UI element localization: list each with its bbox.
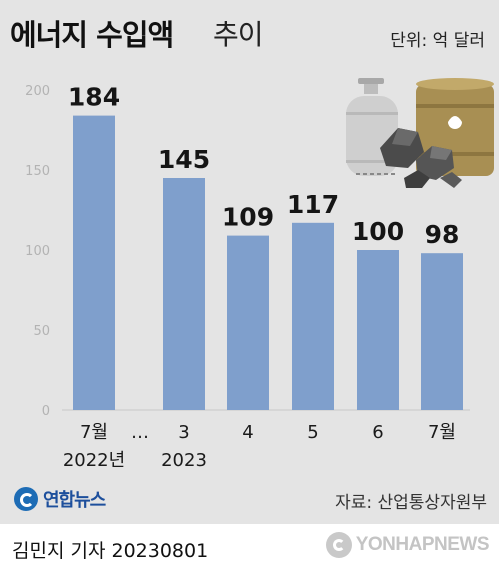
bar-value-label: 100 <box>352 217 404 246</box>
x-year-label: 2022년 <box>63 450 125 471</box>
y-tick-label: 200 <box>25 84 50 99</box>
x-category-label: 7월 <box>428 422 456 443</box>
x-category-label: 5 <box>307 422 318 443</box>
x-category-label: 7월 <box>80 422 108 443</box>
bar-value-label: 184 <box>68 83 120 112</box>
bar-value-label: 109 <box>222 203 274 232</box>
reporter-credit: 김민지 기자 20230801 <box>12 540 209 562</box>
chart-subtitle: 추이 <box>213 18 264 51</box>
axis-gap-ellipsis: … <box>131 422 149 443</box>
y-tick-label: 100 <box>25 244 50 259</box>
bar <box>357 250 399 410</box>
yonhap-logo-icon <box>14 487 38 511</box>
bar <box>292 222 334 410</box>
yonhap-watermark-icon <box>325 532 352 558</box>
unit-label: 단위: 억 달러 <box>390 31 485 51</box>
bar <box>421 253 463 410</box>
bar-chart: 0 50 100 150 200 184 7월 145 3 109 4 117 5 100 6 98 7월 … 2… <box>25 78 494 471</box>
x-year-label: 2023 <box>161 450 207 471</box>
bar <box>163 178 205 410</box>
footer-bar <box>0 524 499 569</box>
source-label: 자료: 산업통상자원부 <box>335 493 487 513</box>
coal-icon <box>380 128 462 188</box>
y-tick-label: 0 <box>42 404 50 419</box>
bar <box>73 115 115 410</box>
bar-value-label: 117 <box>287 190 339 219</box>
agency-text: YONHAPNEWS <box>355 534 490 555</box>
x-category-label: 6 <box>372 422 383 443</box>
logo-text: 연합뉴스 <box>43 490 106 511</box>
x-category-label: 4 <box>242 422 253 443</box>
y-tick-label: 50 <box>33 324 50 339</box>
agency-watermark: YONHAPNEWS <box>325 532 490 558</box>
bar <box>227 235 269 410</box>
energy-illustration <box>346 78 494 188</box>
chart-title: 에너지 수입액 <box>10 18 174 52</box>
bar-value-label: 145 <box>158 145 210 174</box>
x-category-label: 3 <box>178 422 189 443</box>
bar-value-label: 98 <box>425 220 460 249</box>
yonhap-logo: 연합뉴스 <box>14 486 106 512</box>
y-tick-label: 150 <box>25 164 50 179</box>
